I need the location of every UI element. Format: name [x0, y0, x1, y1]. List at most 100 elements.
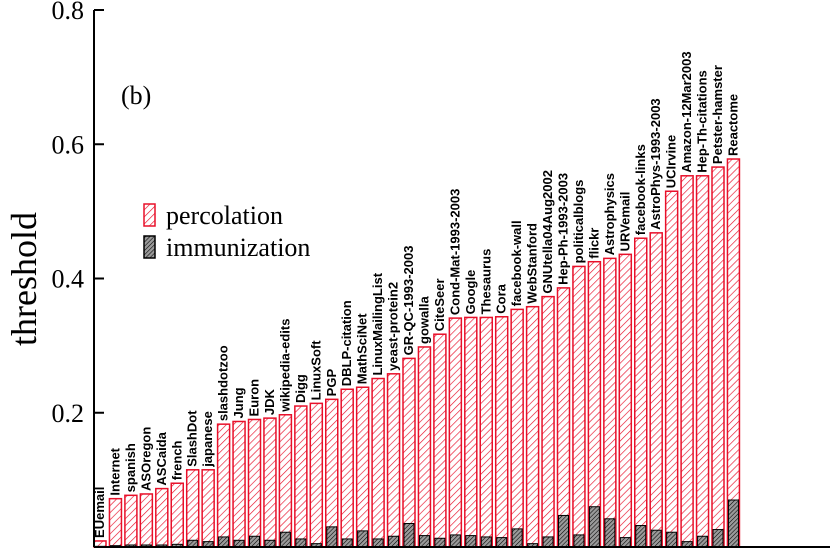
immunization-bar	[279, 531, 291, 548]
bar-category-label: DBLP-citation	[339, 300, 354, 386]
percolation-bar	[185, 469, 200, 548]
immunization-bar	[558, 514, 569, 548]
bar-category-label: LinuxSoft	[308, 340, 323, 401]
legend-swatch-percolation	[143, 203, 156, 227]
percolation-bar	[155, 487, 169, 548]
bar-category-label: yeast-protein2	[386, 282, 401, 371]
percolation-bar	[309, 402, 324, 548]
bar-category-label: Jung	[231, 387, 246, 418]
immunization-bar	[403, 523, 415, 548]
bars-layer	[93, 158, 741, 548]
immunization-bar	[573, 534, 585, 548]
bar-category-label: facebook-wall	[509, 220, 524, 306]
percolation-bar	[525, 305, 540, 548]
y-tick-label: 0.8	[52, 0, 85, 25]
percolation-bar	[603, 257, 617, 548]
percolation-bar	[618, 253, 633, 548]
panel-label: (b)	[121, 81, 151, 110]
percolation-bar	[510, 308, 524, 548]
legend: percolation immunization	[143, 201, 310, 262]
bar-category-label: CiteSeer	[432, 278, 447, 331]
percolation-bar	[649, 232, 663, 548]
bar-category-label: Internet	[107, 447, 122, 495]
bar-category-label: ASOregon	[138, 427, 153, 491]
bar-category-label: slashdotzoo	[216, 345, 231, 421]
percolation-bar	[494, 316, 509, 548]
immunization-bar	[604, 518, 616, 548]
bar-category-label: Thesaurus	[478, 249, 493, 315]
percolation-bar	[402, 357, 416, 548]
immunization-bar	[480, 536, 492, 548]
immunization-bar	[295, 538, 307, 548]
immunization-bar	[264, 539, 276, 548]
percolation-bar	[201, 469, 215, 548]
bar-category-label: Reactome	[725, 94, 740, 156]
immunization-bar	[434, 537, 446, 548]
immunization-bar	[697, 535, 709, 548]
bar-category-label: french	[169, 440, 184, 480]
percolation-bar	[216, 423, 231, 548]
immunization-bar	[388, 535, 400, 548]
bar-category-label: GR-QC-1993-2003	[401, 246, 416, 356]
bar-category-label: Petster-hamster	[710, 65, 725, 164]
immunization-bar	[249, 535, 260, 548]
immunization-bar	[511, 528, 523, 548]
immunization-bar	[727, 499, 739, 548]
percolation-bar	[464, 316, 478, 548]
bar-category-label: Google	[463, 270, 478, 315]
bar-category-label: GNUtella04Aug2002	[540, 170, 555, 294]
percolation-bar	[247, 418, 262, 548]
percolation-bar	[587, 260, 602, 548]
percolation-bar	[695, 175, 710, 548]
percolation-bar	[325, 398, 339, 548]
percolation-bar	[355, 386, 370, 548]
immunization-bar	[650, 529, 662, 548]
bar-category-label: WebStanford	[525, 223, 540, 304]
immunization-bar	[635, 525, 647, 548]
bar-category-label: ASCaida	[154, 431, 169, 485]
bar-category-label: gowalla	[416, 296, 431, 344]
percolation-bar	[680, 175, 694, 548]
percolation-bar	[278, 414, 293, 548]
y-tick-label: 0.2	[52, 399, 85, 428]
y-axis-title: threshold	[4, 212, 44, 346]
percolation-bar	[417, 346, 432, 548]
bar-category-label: wikipedia-edits	[277, 319, 292, 413]
immunization-bar	[712, 529, 724, 548]
percolation-bar	[294, 405, 308, 548]
bar-category-label: MathSciNet	[355, 313, 370, 384]
immunization-bar	[496, 537, 508, 548]
bar-category-label: flickr	[586, 228, 601, 259]
y-tick-label: 0.6	[52, 130, 85, 159]
percolation-bar	[263, 417, 277, 548]
percolation-bar	[340, 388, 354, 548]
immunization-bar	[465, 535, 477, 548]
percolation-bar	[572, 265, 586, 548]
bar-category-label: japanese	[200, 411, 215, 468]
percolation-bar	[386, 373, 401, 548]
bar-category-label: spanish	[123, 443, 138, 492]
bar-category-label: PGP	[324, 369, 339, 397]
legend-label-immunization: immunization	[166, 233, 310, 262]
immunization-bar	[542, 536, 554, 548]
immunization-bar	[326, 526, 338, 548]
legend-label-percolation: percolation	[166, 201, 283, 230]
bar-category-label: Digg	[293, 374, 308, 403]
percolation-bar	[726, 158, 741, 548]
percolation-bar	[448, 317, 463, 548]
immunization-bar	[218, 536, 230, 548]
bar-category-label: Cora	[494, 283, 509, 313]
immunization-bar	[341, 538, 353, 548]
percolation-bar	[232, 420, 246, 548]
immunization-bar	[233, 539, 245, 548]
percolation-bar	[170, 482, 184, 548]
percolation-bar	[124, 494, 138, 548]
immunization-bar	[357, 530, 369, 548]
bar-category-label: AstroPhys-1993-2003	[648, 98, 663, 230]
percolation-bar	[541, 295, 555, 548]
immunization-bar	[372, 538, 384, 548]
bar-category-label: SlashDot	[185, 410, 200, 467]
bar-category-label: UCIrvine	[664, 135, 679, 188]
immunization-bar	[666, 531, 678, 548]
